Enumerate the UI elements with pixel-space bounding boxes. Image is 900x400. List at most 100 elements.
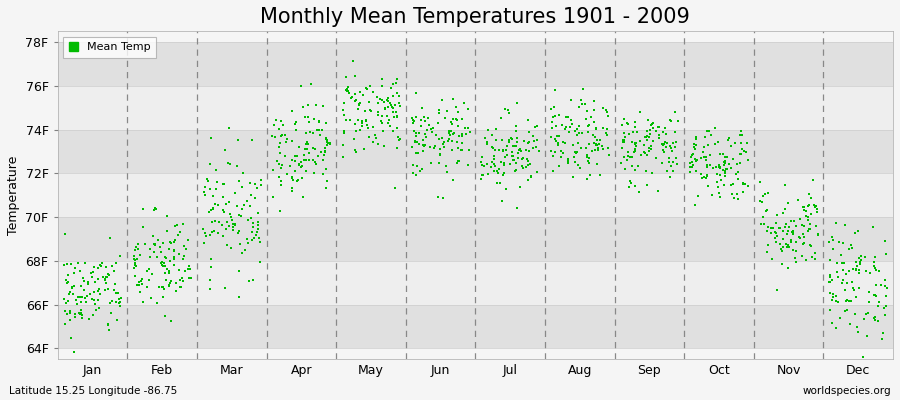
Point <box>202 186 217 192</box>
Point <box>664 148 679 154</box>
Point <box>702 162 716 168</box>
Point <box>104 262 119 269</box>
Point <box>859 268 873 274</box>
Point <box>878 276 892 283</box>
Point <box>764 224 778 231</box>
Point <box>369 135 383 141</box>
Point <box>852 254 867 261</box>
Point <box>371 112 385 118</box>
Point <box>251 226 266 233</box>
Point <box>508 143 522 149</box>
Point <box>507 157 521 163</box>
Point <box>657 139 671 146</box>
Point <box>497 162 511 168</box>
Point <box>806 177 820 184</box>
Point <box>299 156 313 163</box>
Point <box>176 220 190 227</box>
Point <box>405 115 419 121</box>
Point <box>797 234 812 240</box>
Point <box>707 124 722 131</box>
Point <box>436 139 451 145</box>
Point <box>716 182 731 188</box>
Point <box>127 256 141 262</box>
Point <box>98 287 112 294</box>
Point <box>508 142 523 149</box>
Point <box>526 133 541 139</box>
Point <box>840 306 854 313</box>
Point <box>511 150 526 156</box>
Point <box>285 175 300 181</box>
Point <box>733 151 747 157</box>
Point <box>128 260 142 266</box>
Point <box>364 107 378 114</box>
Point <box>754 198 769 205</box>
Point <box>452 133 466 140</box>
Point <box>382 104 396 111</box>
Point <box>868 265 883 271</box>
Point <box>455 116 470 122</box>
Point <box>664 118 679 124</box>
Point <box>311 153 326 159</box>
Point <box>498 106 512 112</box>
Point <box>136 206 150 212</box>
Point <box>509 166 524 173</box>
Point <box>842 246 857 252</box>
Point <box>638 134 652 140</box>
Point <box>500 142 515 149</box>
Point <box>655 129 670 135</box>
Point <box>275 162 290 168</box>
Point <box>74 283 88 289</box>
Bar <box>58 217 893 261</box>
Point <box>319 136 333 142</box>
Point <box>287 158 302 164</box>
Point <box>500 107 515 113</box>
Point <box>741 157 755 164</box>
Point <box>172 228 186 235</box>
Point <box>488 147 502 153</box>
Point <box>526 145 540 151</box>
Point <box>589 125 603 131</box>
Point <box>409 114 423 120</box>
Point <box>736 189 751 196</box>
Point <box>689 142 704 148</box>
Point <box>490 180 504 186</box>
Point <box>184 275 198 281</box>
Point <box>59 311 74 318</box>
Point <box>514 148 528 154</box>
Point <box>500 152 515 159</box>
Point <box>587 98 601 104</box>
Point <box>868 317 882 324</box>
Point <box>89 307 104 314</box>
Point <box>412 168 427 174</box>
Point <box>770 212 784 218</box>
Point <box>592 137 607 144</box>
Point <box>294 164 309 171</box>
Point <box>266 194 280 200</box>
Point <box>721 137 735 144</box>
Point <box>158 260 172 266</box>
Point <box>336 107 350 113</box>
Point <box>449 117 464 123</box>
Point <box>786 228 800 234</box>
Point <box>562 129 576 135</box>
Point <box>683 163 698 170</box>
Point <box>544 106 558 112</box>
Point <box>853 259 868 266</box>
Point <box>869 281 884 288</box>
Point <box>719 166 733 172</box>
Point <box>786 228 800 235</box>
Point <box>508 168 522 174</box>
Point <box>176 278 190 284</box>
Point <box>414 123 428 129</box>
Point <box>645 170 660 176</box>
Point <box>787 218 801 224</box>
Point <box>688 202 703 208</box>
Point <box>422 122 436 129</box>
Point <box>835 280 850 286</box>
Point <box>825 293 840 300</box>
Point <box>131 282 146 289</box>
Point <box>551 140 565 146</box>
Point <box>645 138 660 144</box>
Point <box>644 127 658 133</box>
Point <box>825 234 840 240</box>
